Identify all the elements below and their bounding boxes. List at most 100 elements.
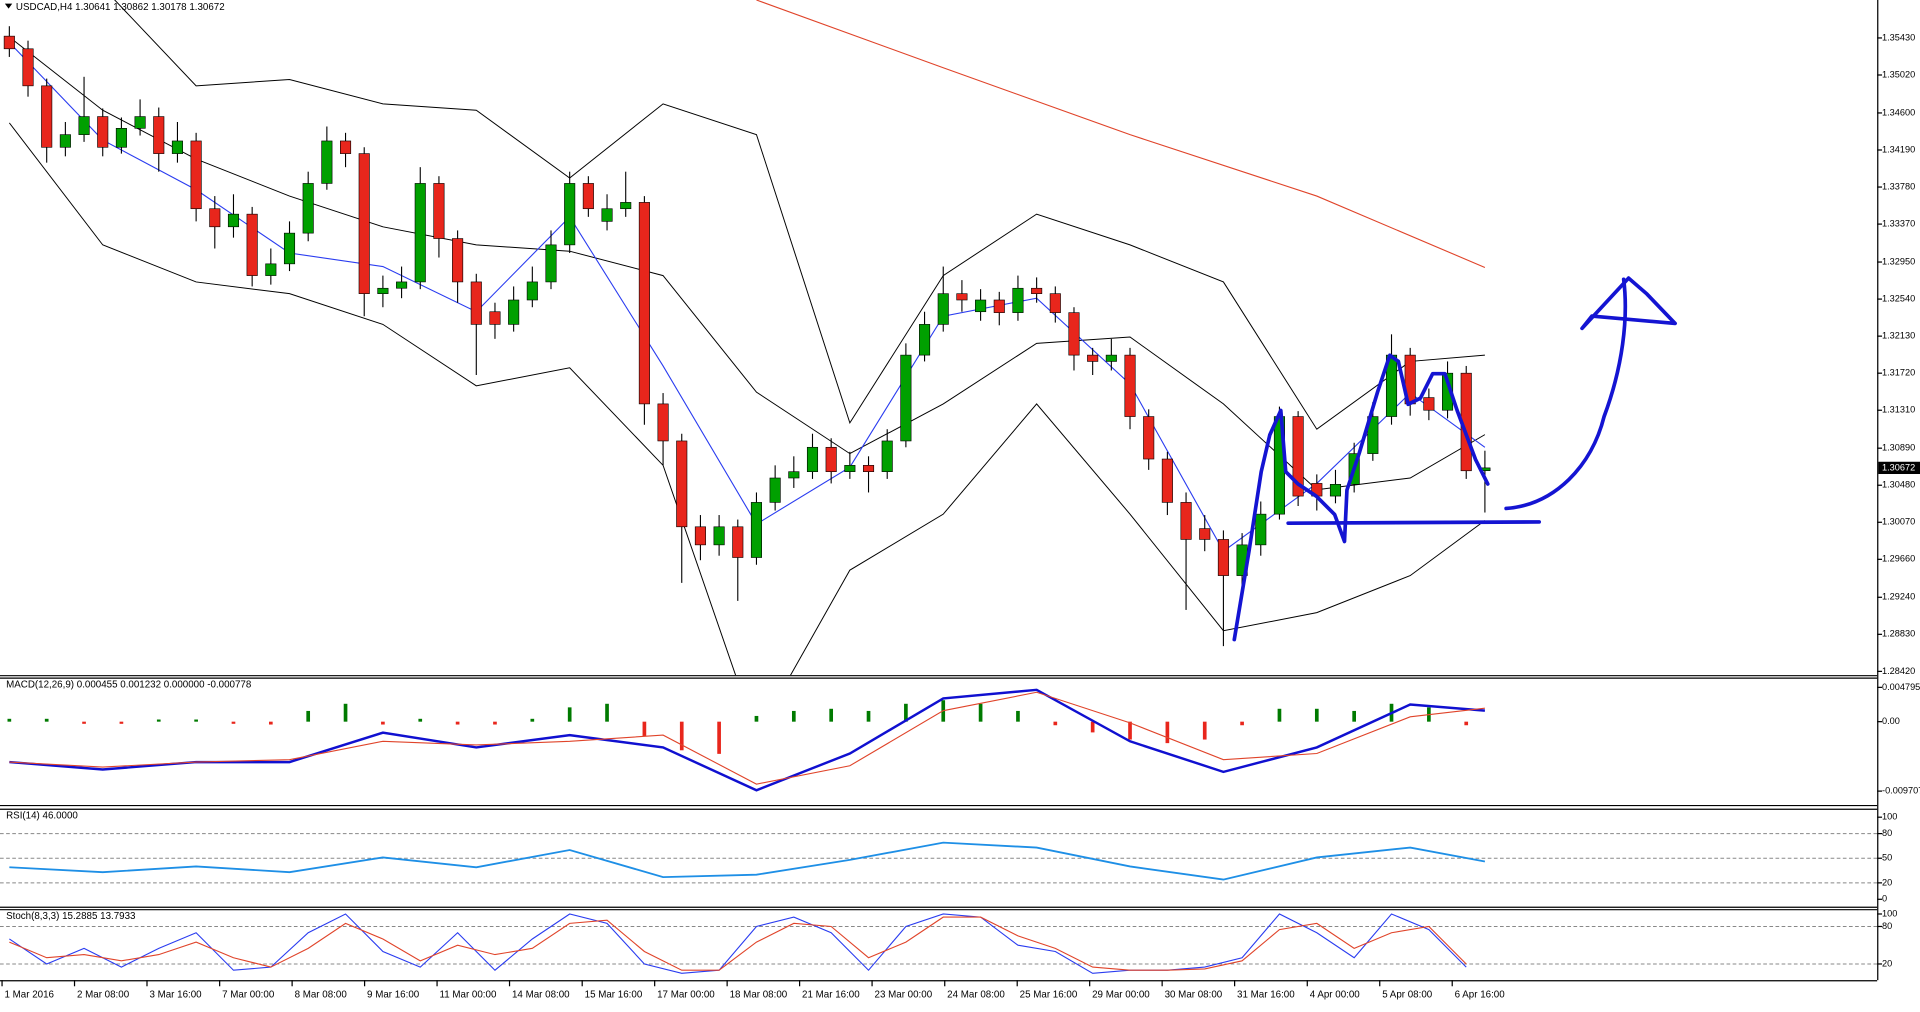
y-tick-label: 1.35430 [1882, 32, 1915, 42]
candle-body [937, 293, 949, 325]
panel-title: MACD(12,26,9) 0.000455 0.001232 0.000000… [6, 679, 252, 690]
histogram-bar [1314, 708, 1319, 722]
histogram-bar [194, 719, 198, 722]
candle-body [340, 140, 352, 154]
candle-body [1068, 312, 1080, 356]
candle-body [1329, 484, 1342, 497]
candle-body [22, 48, 34, 87]
candle-body [900, 354, 912, 442]
candle-body [788, 471, 800, 479]
y-tick-label: 1.31720 [1882, 368, 1915, 378]
histogram-bar [717, 721, 721, 754]
candle-body [676, 440, 688, 528]
candle-body [919, 324, 931, 356]
panel: RSI(14) 46.0000 [0, 811, 1878, 884]
histogram-bar [418, 718, 423, 722]
x-tick-label: 31 Mar 16:00 [1237, 989, 1295, 1000]
hand-drawing [1232, 276, 1677, 642]
histogram-bar [1016, 710, 1020, 722]
indicator-line [9, 913, 1467, 974]
candle-body [97, 116, 109, 148]
histogram-bar [455, 721, 460, 725]
candle-body [489, 311, 501, 325]
candle-body [1199, 528, 1211, 540]
indicator-line [9, 36, 1486, 491]
histogram-bar [978, 703, 983, 722]
histogram-bar [1202, 721, 1207, 740]
y-tick-label: 1.32130 [1882, 331, 1915, 341]
candle-body [1255, 513, 1267, 546]
x-tick-label: 14 Mar 08:00 [512, 989, 570, 1000]
y-tick-label: 100 [1882, 908, 1897, 918]
candle-body [134, 116, 146, 129]
panel-frames [0, 0, 1879, 982]
x-tick-label: 5 Apr 08:00 [1382, 989, 1433, 1000]
x-tick-label: 21 Mar 16:00 [802, 989, 860, 1000]
candle-body [732, 526, 744, 558]
histogram-bar [1240, 721, 1244, 726]
price-label: 1.30672 [1882, 462, 1915, 472]
y-tick-label: 1.30890 [1882, 443, 1915, 453]
histogram-bar [567, 707, 572, 722]
histogram-bar [156, 719, 161, 722]
histogram-bar [530, 718, 535, 722]
y-tick-label: 1.30480 [1882, 480, 1915, 490]
y-tick-label: 1.28420 [1882, 666, 1915, 676]
candle-body [526, 281, 538, 301]
candle-body [41, 85, 53, 148]
histogram-bar [119, 721, 124, 724]
x-tick-label: 24 Mar 08:00 [947, 989, 1005, 1000]
y-tick-label: 1.33370 [1882, 219, 1915, 229]
candle-body [1049, 293, 1061, 313]
histogram-bar [1277, 708, 1282, 722]
histogram-bar [306, 710, 311, 722]
histogram-bar [1128, 721, 1132, 740]
panel-title: Stoch(8,3,3) 15.2885 13.7933 [6, 911, 136, 922]
histogram-bar [605, 703, 609, 722]
histogram-bar [82, 721, 86, 724]
indicator-line [756, 0, 1486, 268]
x-tick-label: 18 Mar 08:00 [730, 989, 788, 1000]
x-tick-label: 15 Mar 16:00 [585, 989, 643, 1000]
candle-body [1423, 397, 1435, 411]
candle-body [1367, 416, 1379, 454]
candle-body [321, 140, 333, 184]
candle-body [283, 232, 296, 265]
candle-body [1161, 458, 1173, 503]
y-tick-label: 1.34600 [1882, 107, 1915, 117]
candle-body [377, 287, 389, 294]
candle-body [190, 140, 202, 210]
candle-body [862, 465, 875, 472]
indicator-line [114, 0, 1485, 430]
indicator-line [9, 688, 1486, 792]
y-tick-label: -0.009707 [1882, 786, 1920, 796]
candle-body [246, 213, 258, 276]
x-tick-label: 7 Mar 00:00 [222, 989, 275, 1000]
candle-body [209, 208, 221, 228]
y-tick-label: 1.31310 [1882, 405, 1915, 415]
panel: Stoch(8,3,3) 15.2885 13.7933 [0, 911, 1878, 974]
histogram-bar [904, 703, 908, 722]
x-tick-label: 8 Mar 08:00 [295, 989, 348, 1000]
histogram-bar [7, 718, 12, 722]
candle-body [582, 183, 594, 210]
candle-body [1292, 416, 1304, 497]
candle-body [358, 153, 370, 294]
candle-body [993, 299, 1005, 313]
x-tick-label: 25 Mar 16:00 [1020, 989, 1078, 1000]
histogram-bar [493, 721, 497, 725]
x-tick-label: 2 Mar 08:00 [77, 989, 130, 1000]
histogram-bar [642, 721, 647, 736]
y-tick-label: 80 [1882, 921, 1892, 931]
candle-body [302, 183, 314, 234]
y-tick-label: 0.004795 [1882, 682, 1920, 692]
candle-body [115, 128, 127, 148]
histogram-bar [791, 710, 796, 722]
candle-body [414, 183, 426, 283]
candle-body [265, 263, 277, 276]
candle-body [59, 134, 71, 148]
